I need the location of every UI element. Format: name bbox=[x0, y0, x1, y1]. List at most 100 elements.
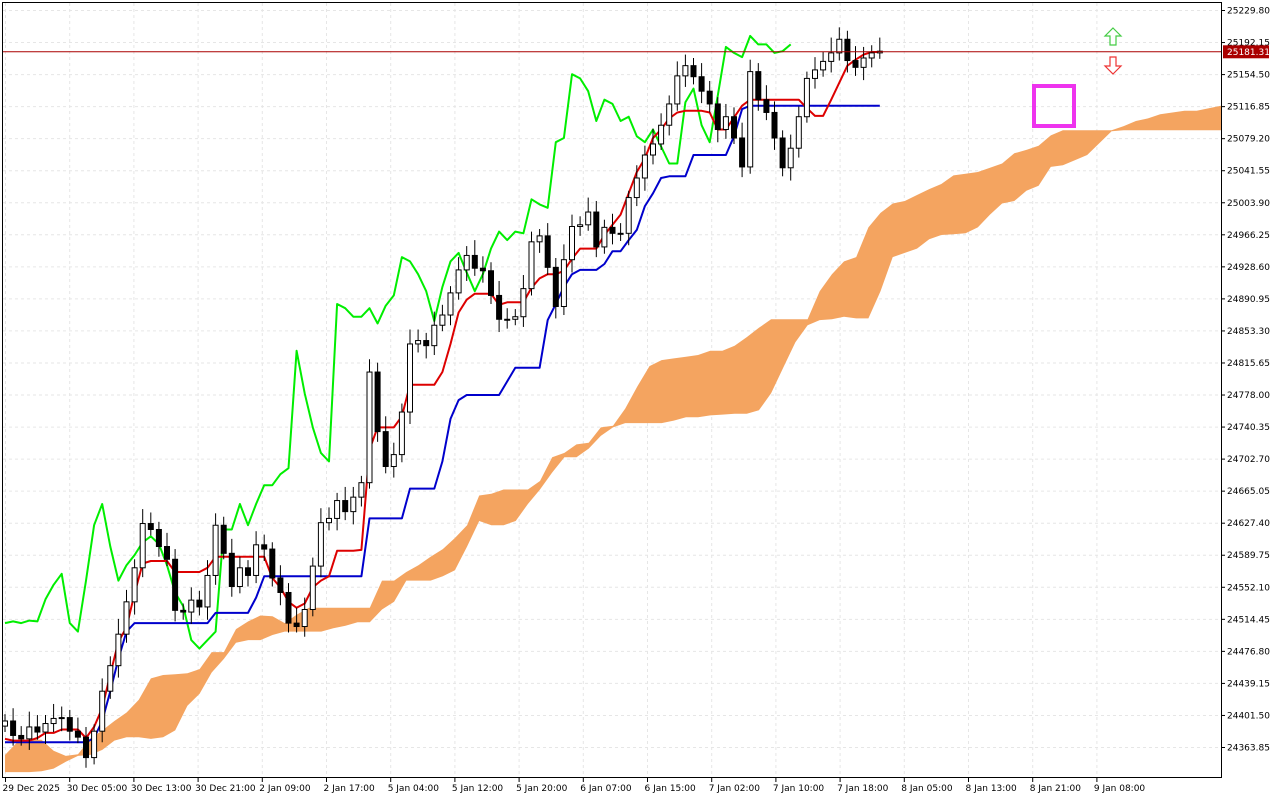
candle-body-bearish bbox=[164, 546, 170, 560]
candle bbox=[83, 726, 89, 768]
candle-body-bullish bbox=[520, 288, 527, 318]
x-tick-label: 6 Jan 07:00 bbox=[580, 784, 632, 794]
candle-body-bearish bbox=[342, 500, 349, 513]
x-tick-label: 8 Jan 13:00 bbox=[966, 784, 1018, 794]
candle-body-bullish bbox=[560, 259, 567, 308]
y-tick-label: 24363.85 bbox=[1227, 744, 1270, 754]
candle bbox=[358, 475, 365, 507]
candle-body-bullish bbox=[463, 254, 470, 271]
candle-body-bullish bbox=[309, 565, 316, 610]
y-tick-label: 24702.70 bbox=[1227, 455, 1270, 465]
candle-body-bearish bbox=[471, 254, 478, 269]
y-tick-label: 24853.30 bbox=[1227, 327, 1270, 337]
candle-body-bullish bbox=[577, 224, 584, 228]
candle-body-bullish bbox=[42, 723, 49, 733]
candle-body-bearish bbox=[180, 609, 187, 613]
current-price-tag: 25181.31 bbox=[1223, 45, 1270, 59]
candle bbox=[269, 542, 276, 587]
candle-body-bullish bbox=[722, 116, 729, 130]
candle bbox=[714, 97, 721, 143]
candle-body-bullish bbox=[617, 232, 624, 235]
candle bbox=[852, 46, 859, 76]
candle bbox=[755, 63, 762, 111]
candle-body-bullish bbox=[536, 235, 543, 243]
candle bbox=[577, 216, 584, 236]
candle bbox=[50, 703, 57, 733]
x-tick-label: 29 Dec 2025 bbox=[3, 784, 61, 794]
y-tick-label: 24476.80 bbox=[1227, 647, 1270, 657]
candle-body-bullish bbox=[625, 197, 632, 234]
candle-body-bearish bbox=[423, 340, 430, 347]
x-tick-label: 30 Dec 05:00 bbox=[67, 784, 128, 794]
candle bbox=[439, 304, 446, 332]
candle bbox=[34, 715, 41, 740]
candle-body-bullish bbox=[455, 269, 462, 294]
candle bbox=[91, 724, 98, 765]
candle-body-bullish bbox=[358, 482, 365, 498]
y-tick-label: 25229.80 bbox=[1227, 7, 1270, 17]
candle bbox=[633, 165, 640, 207]
candle-body-bullish bbox=[139, 523, 146, 569]
overlays bbox=[3, 27, 1221, 128]
candle bbox=[196, 590, 203, 616]
candle-body-bearish bbox=[609, 226, 616, 234]
candle bbox=[836, 27, 843, 61]
candle-body-bullish bbox=[650, 143, 656, 156]
candle-body-bullish bbox=[666, 103, 673, 126]
candle bbox=[625, 190, 632, 246]
candle-body-bullish bbox=[326, 517, 332, 524]
candle-body-bullish bbox=[828, 52, 835, 62]
x-tick-label: 7 Jan 02:00 bbox=[709, 784, 761, 794]
y-tick-label: 24778.00 bbox=[1227, 391, 1270, 401]
candle-body-bullish bbox=[569, 226, 575, 261]
candle bbox=[204, 560, 211, 620]
candle bbox=[520, 275, 527, 327]
candle-body-bullish bbox=[439, 314, 446, 326]
candle bbox=[658, 113, 665, 150]
candle bbox=[245, 560, 251, 587]
candle bbox=[26, 711, 33, 750]
candle-body-bearish bbox=[763, 99, 770, 113]
candle bbox=[390, 442, 397, 478]
candle bbox=[139, 509, 146, 578]
x-tick-label: 8 Jan 21:00 bbox=[1030, 784, 1082, 794]
candle-body-bearish bbox=[10, 720, 17, 736]
candle bbox=[455, 257, 462, 300]
y-tick-label: 24401.50 bbox=[1227, 711, 1270, 721]
candle-body-bullish bbox=[91, 730, 98, 759]
candle bbox=[285, 583, 292, 633]
candle-body-bullish bbox=[317, 522, 324, 567]
y-tick-label: 24665.05 bbox=[1227, 487, 1270, 497]
x-tick-label: 7 Jan 18:00 bbox=[837, 784, 889, 794]
candle bbox=[479, 256, 486, 283]
candle-body-bearish bbox=[228, 552, 235, 588]
y-axis: 25229.80 25192.15 25154.50 25116.85 25079.20… bbox=[1221, 7, 1270, 754]
candle bbox=[771, 101, 778, 150]
candle bbox=[690, 57, 697, 85]
candle-body-bullish bbox=[407, 343, 413, 413]
candle-body-bullish bbox=[658, 124, 665, 145]
candle-body-bullish bbox=[123, 601, 130, 635]
candle bbox=[131, 559, 138, 615]
x-tick-label: 2 Jan 17:00 bbox=[324, 784, 376, 794]
candle-body-bullish bbox=[398, 411, 405, 456]
candle bbox=[326, 507, 332, 531]
candle-body-bearish bbox=[147, 523, 154, 530]
candle bbox=[463, 246, 470, 281]
x-tick-label: 7 Jan 10:00 bbox=[773, 784, 825, 794]
candle-body-bullish bbox=[868, 52, 875, 59]
candle bbox=[155, 521, 162, 557]
candle-body-bearish bbox=[771, 111, 778, 139]
candle-body-bullish bbox=[447, 292, 454, 316]
candle bbox=[471, 240, 478, 276]
candle bbox=[803, 71, 810, 123]
candle-body-bullish bbox=[512, 316, 519, 320]
candle-body-bearish bbox=[293, 622, 300, 628]
candle-body-bearish bbox=[690, 65, 697, 78]
candle-body-bearish bbox=[731, 116, 737, 139]
y-tick-label: 24815.65 bbox=[1227, 359, 1270, 369]
candle bbox=[585, 197, 592, 231]
axes bbox=[2, 2, 1222, 778]
candle bbox=[228, 538, 235, 597]
